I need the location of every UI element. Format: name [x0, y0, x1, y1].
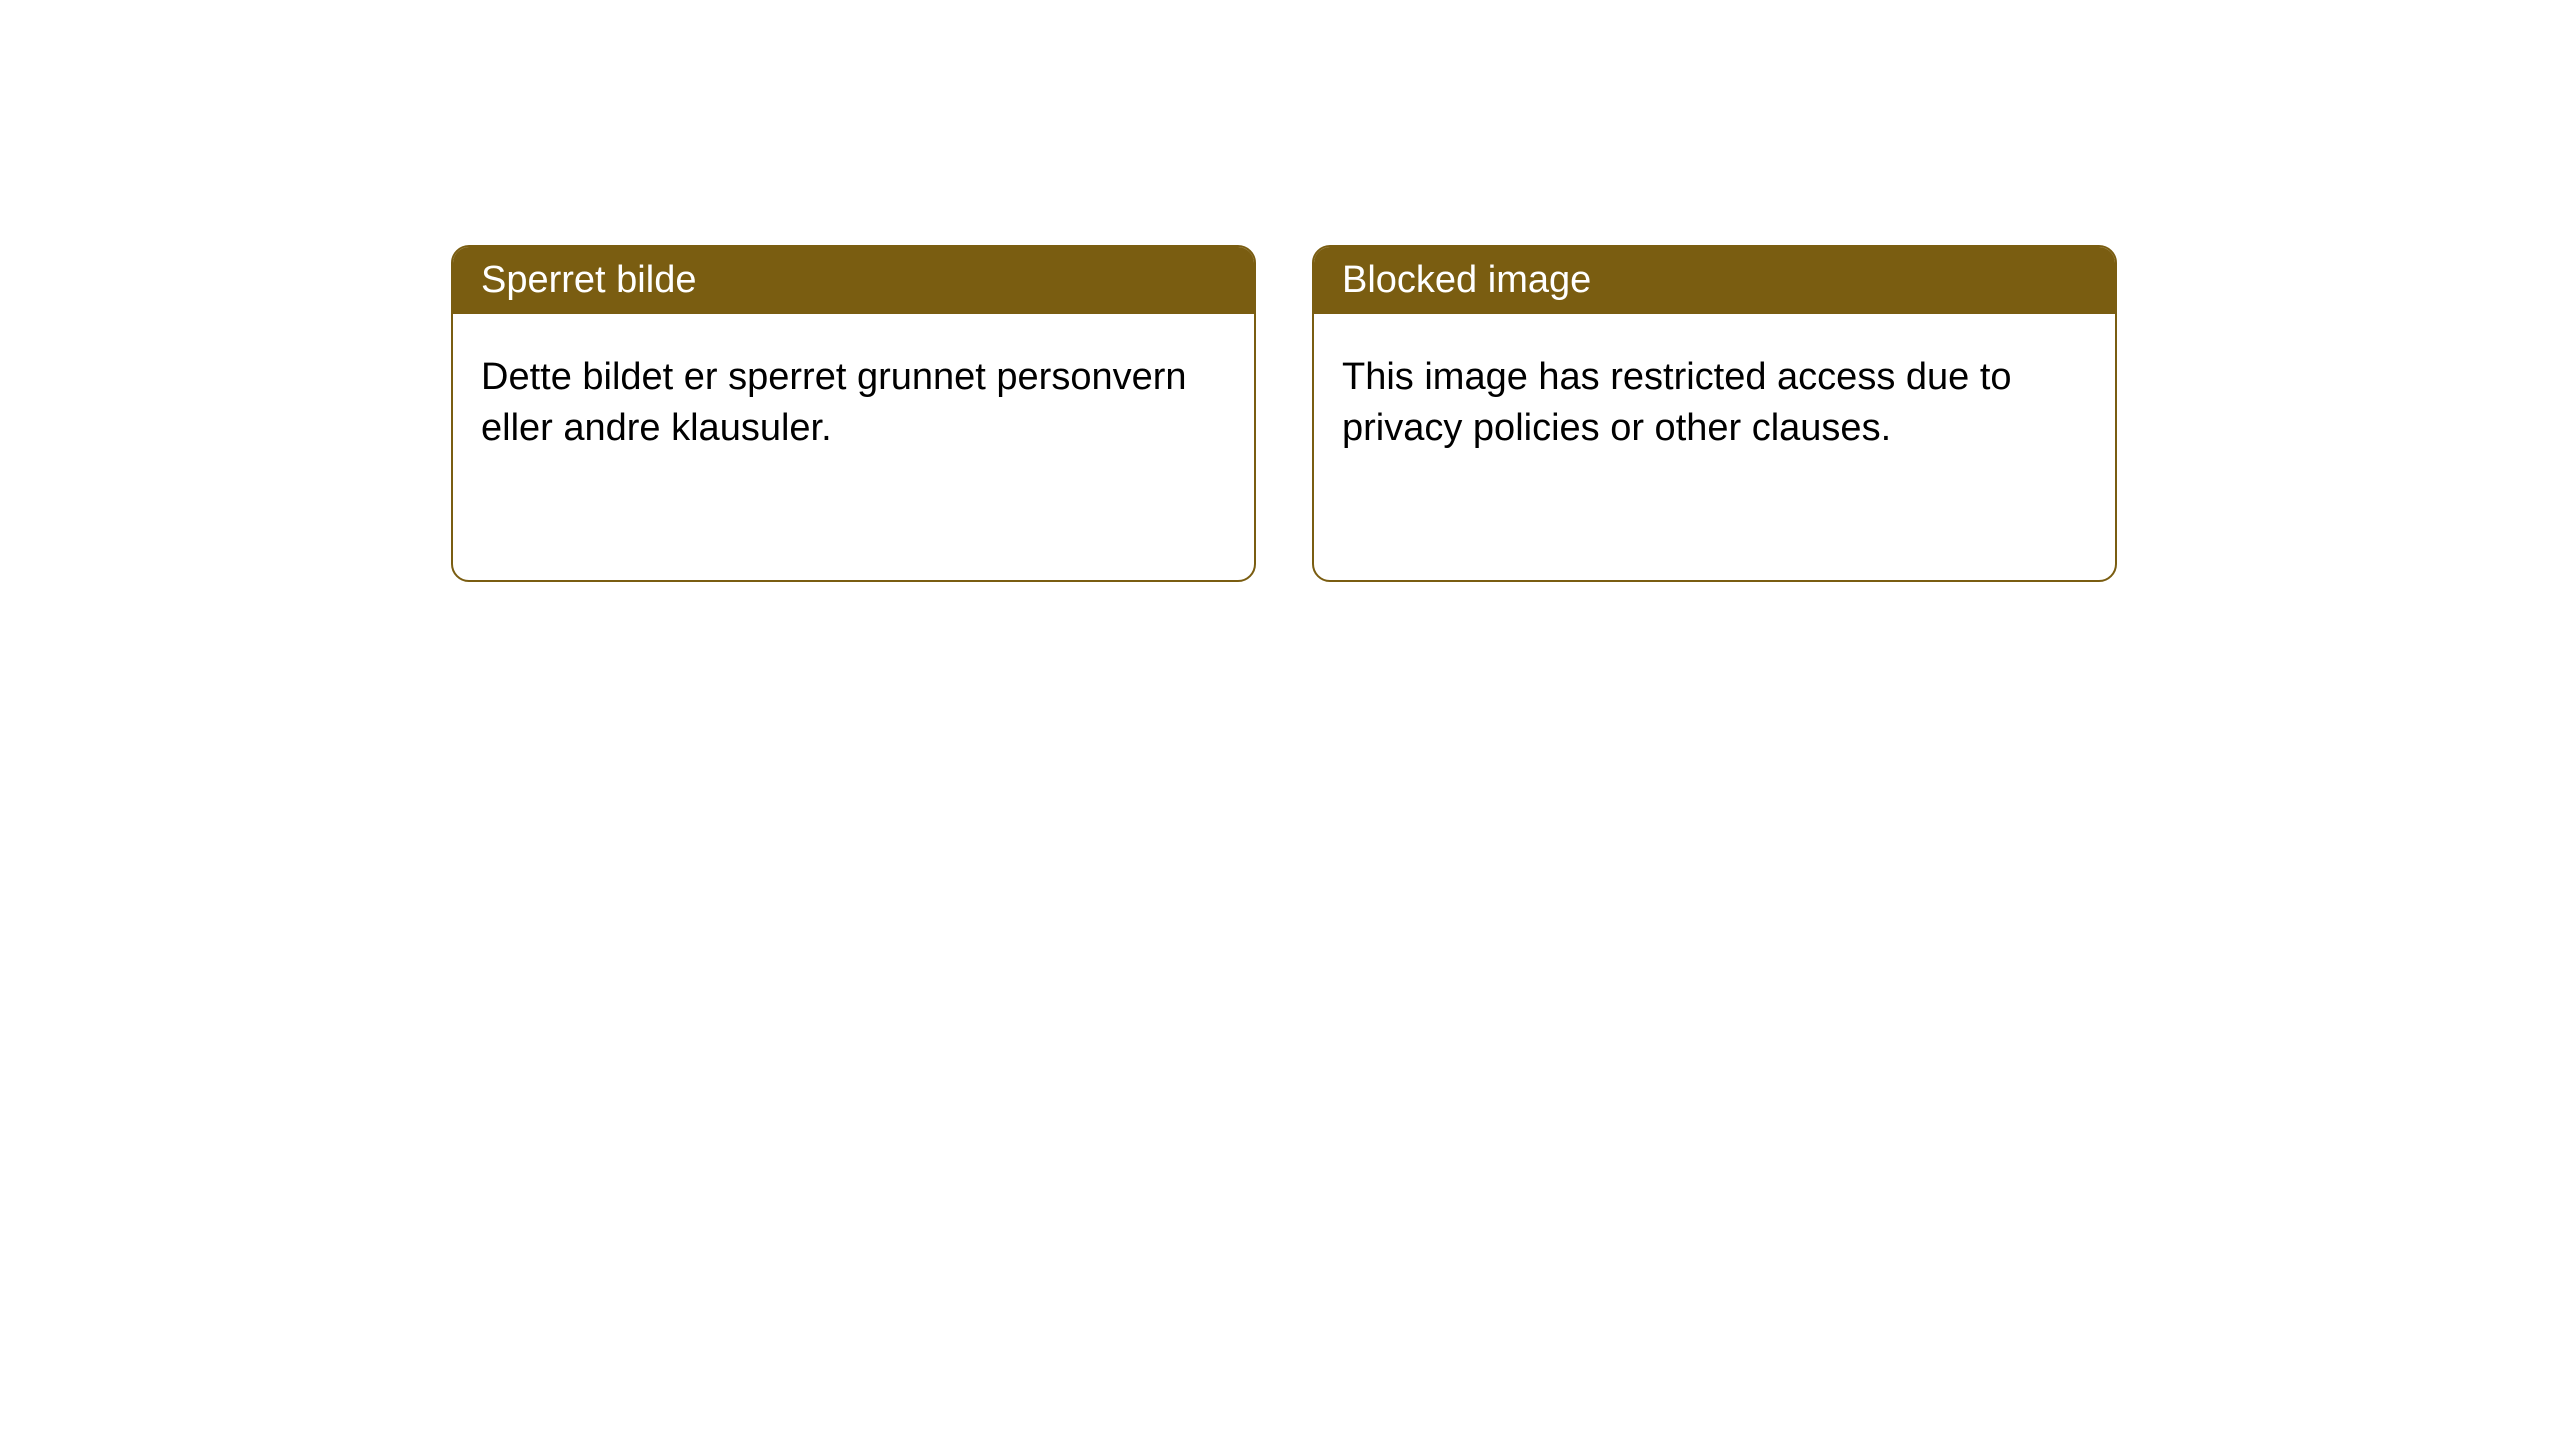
card-title-norwegian: Sperret bilde	[481, 259, 696, 301]
blocked-image-card-norwegian: Sperret bilde Dette bildet er sperret gr…	[451, 245, 1256, 582]
card-body-norwegian: Dette bildet er sperret grunnet personve…	[453, 314, 1254, 493]
card-body-english: This image has restricted access due to …	[1314, 314, 2115, 493]
blocked-image-card-english: Blocked image This image has restricted …	[1312, 245, 2117, 582]
notice-container: Sperret bilde Dette bildet er sperret gr…	[0, 0, 2560, 582]
card-message-english: This image has restricted access due to …	[1342, 356, 2012, 449]
card-title-english: Blocked image	[1342, 259, 1591, 301]
card-header-norwegian: Sperret bilde	[453, 247, 1254, 314]
card-header-english: Blocked image	[1314, 247, 2115, 314]
card-message-norwegian: Dette bildet er sperret grunnet personve…	[481, 356, 1187, 449]
